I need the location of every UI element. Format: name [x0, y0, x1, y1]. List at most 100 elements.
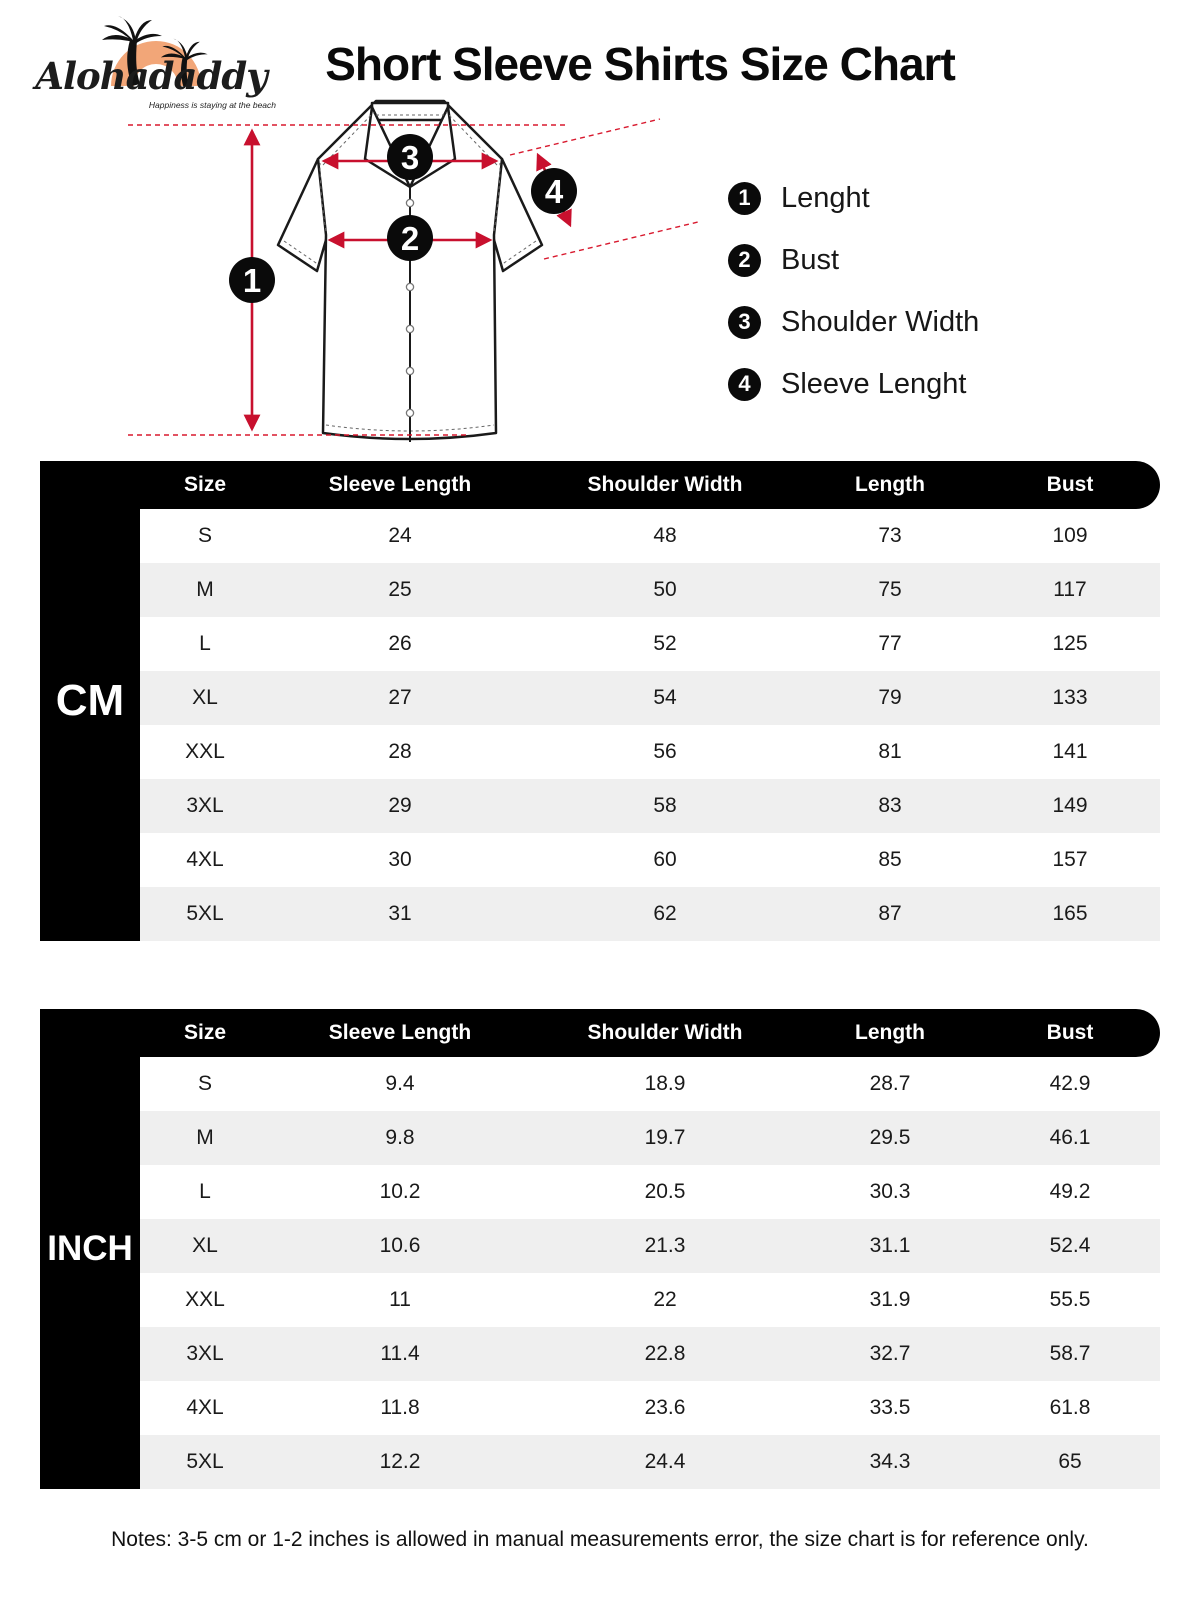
table-cell: 81 — [878, 740, 902, 763]
column-header: Length — [855, 1021, 925, 1044]
table-row: L 10.2 20.5 30.3 49.2 — [140, 1165, 1160, 1219]
measure-badge-2: 2 — [401, 220, 419, 257]
table-cell: 34.3 — [869, 1450, 911, 1473]
table-cell: 4XL — [186, 848, 224, 871]
table-cell: 54 — [653, 686, 677, 709]
table-cell: 19.7 — [644, 1126, 686, 1149]
legend-label: Lenght — [781, 181, 870, 214]
table-cell: 9.4 — [385, 1072, 415, 1095]
table-cell: 77 — [878, 632, 902, 655]
legend-number-badge: 1 — [728, 181, 761, 215]
table-cell: 20.5 — [644, 1180, 686, 1203]
table-cell: S — [197, 524, 212, 547]
table-cell: 3XL — [186, 1342, 224, 1365]
table-cell: 9.8 — [385, 1126, 415, 1149]
legend-item: 4 Sleeve Lenght — [728, 366, 979, 402]
table-cell: 52 — [653, 632, 677, 655]
column-header: Bust — [1046, 473, 1094, 496]
column-header: Size — [183, 1021, 227, 1044]
table-cell: 61.8 — [1049, 1396, 1091, 1419]
size-table-inch: INCH Size Sleeve Length Shoulder Width Leng… — [40, 1009, 1160, 1489]
table-cell: 50 — [653, 578, 677, 601]
table-cell: 31 — [388, 902, 412, 925]
legend-item: 3 Shoulder Width — [728, 304, 979, 340]
table-cell: 4XL — [186, 1396, 224, 1419]
header-spacer — [40, 461, 140, 509]
table-row: S 24 48 73 109 — [140, 509, 1160, 563]
table-cell: 85 — [878, 848, 902, 871]
table-row: 4XL 30 60 85 157 — [140, 833, 1160, 887]
table-cell: 165 — [1052, 902, 1088, 925]
table-cell: 157 — [1052, 848, 1088, 871]
table-cell: 31.1 — [869, 1234, 911, 1257]
table-cell: 11 — [389, 1288, 411, 1311]
table-cell: 21.3 — [644, 1234, 686, 1257]
column-header: Length — [855, 473, 925, 496]
table-row: 3XL 29 58 83 149 — [140, 779, 1160, 833]
unit-label-cm: CM — [40, 461, 140, 941]
table-cell: 48 — [653, 524, 677, 547]
table-cell: 24.4 — [644, 1450, 686, 1473]
legend-number-badge: 2 — [728, 243, 761, 277]
table-cell: 10.2 — [379, 1180, 421, 1203]
measure-guides — [128, 118, 699, 436]
table-cell: 25 — [388, 578, 412, 601]
table-row: 4XL 11.8 23.6 33.5 61.8 — [140, 1381, 1160, 1435]
table-cell: 60 — [653, 848, 677, 871]
table-cell: 79 — [878, 686, 902, 709]
table-cell: XXL — [185, 740, 225, 763]
palm-tree-icon — [160, 38, 208, 87]
table-cell: 141 — [1052, 740, 1088, 763]
brand-logo: Alohadaddy Happiness is staying at the b… — [26, 10, 276, 120]
notes-text: Notes: 3-5 cm or 1-2 inches is allowed i… — [111, 1528, 1089, 1551]
table-cell: 33.5 — [869, 1396, 911, 1419]
table-row: XL 10.6 21.3 31.1 52.4 — [140, 1219, 1160, 1273]
column-header: Sleeve Length — [328, 473, 472, 496]
table-cell: 32.7 — [869, 1342, 911, 1365]
table-cell: 10.6 — [379, 1234, 421, 1257]
table-cell: XL — [192, 686, 218, 709]
table-cell: 22.8 — [644, 1342, 686, 1365]
table-cell: 24 — [388, 524, 412, 547]
table-cell: 28 — [388, 740, 412, 763]
legend-number-badge: 4 — [728, 367, 761, 401]
table-cell: 11.8 — [380, 1396, 420, 1419]
table-cell: 87 — [878, 902, 902, 925]
table-cell: 75 — [878, 578, 902, 601]
table-cell: 23.6 — [644, 1396, 686, 1419]
table-row: XXL 28 56 81 141 — [140, 725, 1160, 779]
table-row: S 9.4 18.9 28.7 42.9 — [140, 1057, 1160, 1111]
table-cell: 28.7 — [869, 1072, 911, 1095]
column-header: Bust — [1046, 1021, 1094, 1044]
table-cell: 30.3 — [869, 1180, 911, 1203]
table-cell: 31.9 — [869, 1288, 911, 1311]
legend-number-badge: 3 — [728, 305, 761, 339]
table-cell: 52.4 — [1049, 1234, 1091, 1257]
table-cell: 46.1 — [1049, 1126, 1091, 1149]
measure-badge-1: 1 — [243, 262, 261, 299]
palm-tree-icon — [102, 16, 162, 86]
table-cell: 3XL — [186, 794, 224, 817]
brand-name: Alohadaddy — [35, 54, 267, 98]
measure-badge-4: 4 — [545, 173, 564, 210]
measure-badge-3: 3 — [401, 139, 419, 176]
table-cell: 55.5 — [1049, 1288, 1091, 1311]
table-cell: 58 — [653, 794, 677, 817]
table-row: XL 27 54 79 133 — [140, 671, 1160, 725]
table-cell: XXL — [185, 1288, 225, 1311]
table-cell: 29 — [388, 794, 412, 817]
size-table-cm: CM Size Sleeve Length Shoulder Width Length… — [40, 461, 1160, 941]
table-row: M 9.8 19.7 29.5 46.1 — [140, 1111, 1160, 1165]
table-header-cm: Size Sleeve Length Shoulder Width Length Bus… — [40, 461, 1160, 509]
table-cell: 117 — [1053, 578, 1087, 601]
table-cell: S — [197, 1072, 212, 1095]
table-cell: 11.4 — [380, 1342, 420, 1365]
legend-label: Sleeve Lenght — [781, 367, 967, 400]
table-row: XXL 11 22 31.9 55.5 — [140, 1273, 1160, 1327]
table-cell: 49.2 — [1049, 1180, 1091, 1203]
table-cell: 29.5 — [869, 1126, 911, 1149]
table-cell: 83 — [878, 794, 902, 817]
table-body-cm: S 24 48 73 109 M 25 50 75 117 L 26 52 77 125 XL 27 54 79 13… — [140, 509, 1160, 941]
table-cell: 26 — [388, 632, 412, 655]
table-cell: 58.7 — [1049, 1342, 1091, 1365]
